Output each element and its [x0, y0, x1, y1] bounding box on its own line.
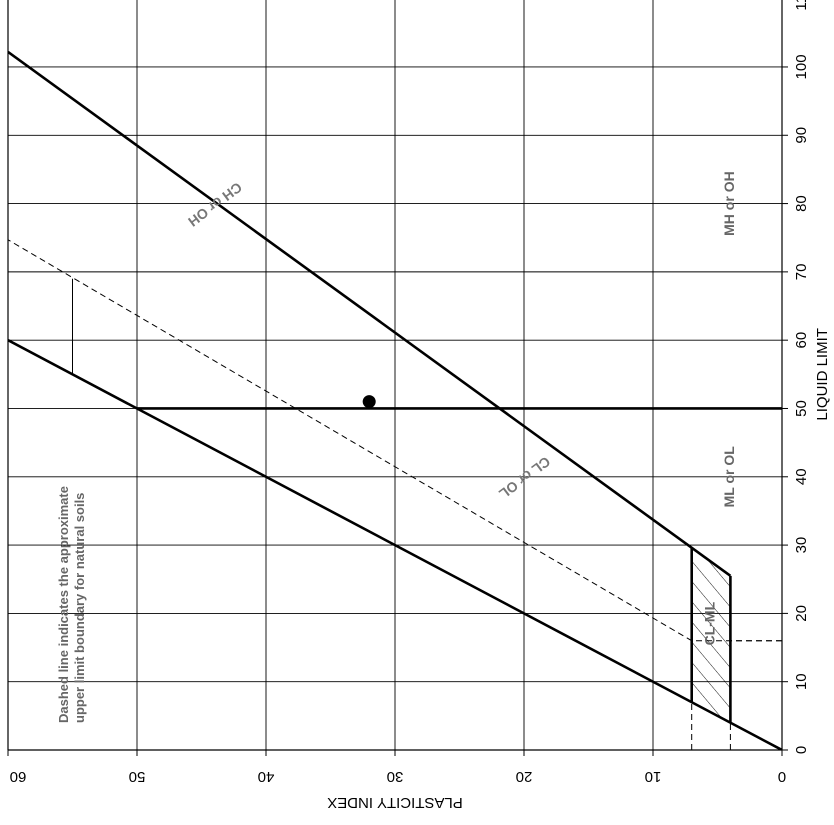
axis-titles: LIQUID LIMIT PLASTICITY INDEX — [327, 328, 831, 811]
tick-label-pi-50: 50 — [129, 768, 146, 785]
zone-label-3: MH or OH — [721, 171, 737, 236]
tick-label-ll-30: 30 — [793, 537, 810, 554]
tick-label-ll-10: 10 — [793, 673, 810, 690]
plot-frame — [7, 0, 788, 756]
zone-label-2: CL or OL — [496, 453, 554, 502]
grid — [8, 0, 782, 750]
tick-label-ll-60: 60 — [793, 332, 810, 349]
y-axis-title: PLASTICITY INDEX — [327, 794, 463, 811]
tick-label-ll-0: 0 — [793, 746, 810, 754]
tick-label-pi-0: 0 — [778, 768, 786, 785]
data-point-1 — [362, 395, 376, 409]
series-lines — [8, 50, 782, 750]
tick-label-ll-70: 70 — [793, 264, 810, 281]
annotation-note: Dashed line indicates the approximate up… — [56, 486, 87, 723]
tick-label-ll-40: 40 — [793, 468, 810, 485]
annotation-line-1: Dashed line indicates the approximate — [56, 486, 71, 723]
zone-label-5: CL-ML — [702, 601, 718, 645]
tick-label-pi-40: 40 — [258, 768, 275, 785]
cl-ml-zone — [691, 547, 731, 723]
tick-labels: 0 10 20 30 40 50 60 70 80 90 100 110 0 10 20 30 40 50 60 — [10, 0, 810, 785]
tick-label-pi-60: 60 — [10, 768, 27, 785]
tick-label-ll-100: 100 — [793, 54, 810, 79]
series-a-line — [8, 50, 732, 577]
data-points — [362, 395, 376, 409]
annotation-line-2: upper limit boundary for natural soils — [72, 493, 87, 723]
tick-label-pi-30: 30 — [387, 768, 404, 785]
tick-label-pi-10: 10 — [645, 768, 662, 785]
tick-label-ll-50: 50 — [793, 400, 810, 417]
tick-label-ll-110: 110 — [793, 0, 810, 11]
zone-label-4: ML or OL — [721, 446, 737, 508]
cl-ml-hatch — [691, 547, 731, 723]
tick-label-ll-90: 90 — [793, 127, 810, 144]
tick-label-pi-20: 20 — [516, 768, 533, 785]
tick-label-ll-20: 20 — [793, 605, 810, 622]
x-axis-title: LIQUID LIMIT — [814, 328, 831, 421]
tick-label-ll-80: 80 — [793, 195, 810, 212]
